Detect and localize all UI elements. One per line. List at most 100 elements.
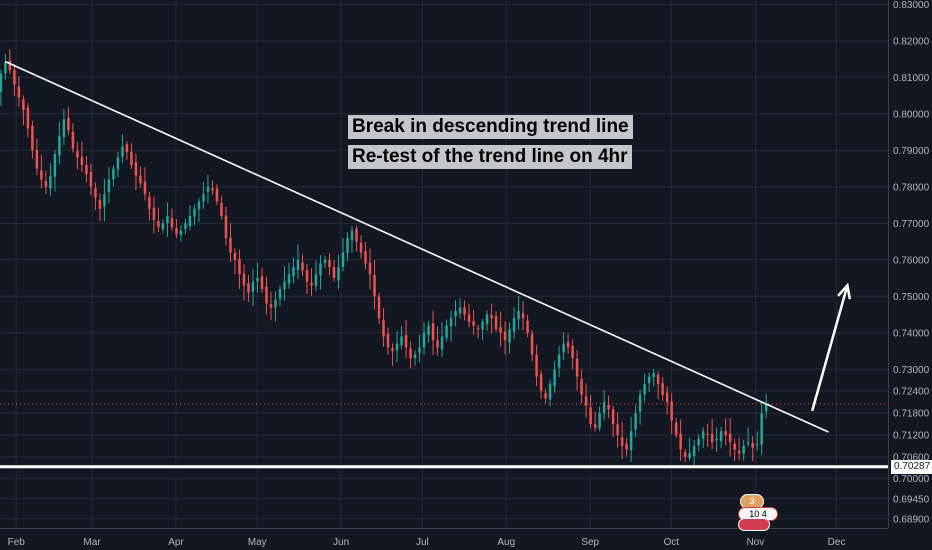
candle-body (139, 175, 142, 184)
candle-body (197, 201, 201, 210)
candle-body (589, 407, 592, 425)
candle-body (670, 401, 673, 421)
candle-body (242, 273, 246, 286)
candle-body (224, 215, 228, 238)
candle-body (620, 437, 624, 446)
candle-body (94, 188, 97, 198)
candle-body (98, 199, 102, 209)
candle-body (724, 431, 727, 435)
candle-body (215, 188, 219, 202)
candle-body (733, 443, 736, 450)
candle-body (85, 165, 88, 175)
candle-body (287, 274, 291, 284)
x-tick-label: Nov (746, 537, 764, 548)
candle-body (742, 445, 745, 454)
candle-body (611, 409, 615, 425)
candle-body (13, 70, 16, 85)
candle-body (625, 443, 628, 450)
candle-body (512, 318, 516, 332)
candle-body (323, 259, 327, 264)
y-tick-label: 0.70000 (893, 474, 930, 485)
candle-body (332, 267, 336, 279)
candle-body (359, 242, 363, 253)
candle-body (490, 314, 493, 319)
x-tick-label: Oct (664, 537, 680, 548)
candle-body (728, 433, 732, 443)
candle-body (220, 203, 223, 217)
candle-body (377, 296, 381, 319)
candle-body (134, 162, 138, 176)
y-tick-label: 0.79000 (893, 146, 930, 157)
candle-body (427, 325, 430, 336)
projection-arrow-head (837, 282, 852, 300)
candle-body (751, 443, 754, 448)
y-tick-label: 0.74000 (893, 328, 930, 339)
candle-body (746, 442, 750, 444)
event-badge-3[interactable] (738, 518, 770, 531)
candle-body (265, 286, 268, 304)
candle-body (305, 269, 309, 282)
candle-body (31, 125, 34, 151)
descending-trend-line[interactable] (5, 60, 829, 433)
candle-body (616, 424, 619, 435)
candle-body (53, 153, 57, 177)
candle-body (472, 321, 475, 326)
candle-body (521, 312, 525, 319)
candle-body (116, 157, 120, 170)
candle-body (530, 333, 534, 355)
y-tick-label: 0.81000 (893, 73, 930, 84)
candle-body (0, 73, 3, 92)
candle-body (161, 223, 165, 230)
candle-body (697, 438, 700, 446)
candle-body (188, 216, 192, 227)
candle-body (328, 259, 331, 268)
candle-body (296, 259, 300, 270)
candle-body (67, 117, 70, 131)
x-tick-label: Jul (416, 537, 429, 548)
x-tick-label: Dec (828, 537, 846, 548)
candle-body (355, 228, 358, 242)
candle-body (449, 318, 453, 327)
candle-body (755, 444, 759, 446)
candle-body (413, 354, 417, 358)
x-tick-label: Apr (168, 537, 184, 548)
candle-body (229, 237, 232, 253)
candle-body (422, 332, 426, 348)
candle-body (17, 86, 21, 98)
economic-events[interactable]: 3 10 4 (738, 494, 784, 531)
y-tick-label: 0.75000 (893, 292, 930, 303)
candle-body (701, 431, 705, 439)
candle-body (409, 348, 412, 359)
candle-body (310, 282, 313, 286)
candle-body (314, 274, 318, 286)
candle-body (710, 433, 714, 443)
candle-body (44, 180, 48, 187)
candle-body (760, 413, 763, 445)
x-tick-label: Feb (8, 537, 26, 548)
candle-body (436, 340, 439, 348)
candle-body (170, 217, 174, 227)
y-tick-label: 0.76000 (893, 255, 930, 266)
x-axis-ticks: Feb Mar Apr May Jun Jul Aug Sep Oct Nov Dec (8, 537, 846, 548)
candle-body (184, 223, 187, 230)
candle-body (62, 119, 66, 138)
candle-body (4, 62, 7, 74)
y-tick-label: 0.82000 (893, 36, 930, 47)
candle-body (125, 144, 129, 153)
candle-body (692, 445, 696, 456)
x-tick-label: Mar (83, 537, 101, 548)
candle-body (656, 374, 660, 384)
candle-body (49, 175, 52, 189)
candle-body (76, 150, 79, 158)
candle-body (634, 413, 637, 430)
candle-body (368, 262, 372, 275)
y-tick-label: 0.71200 (893, 430, 930, 441)
candle-body (418, 347, 421, 353)
projection-arrow-shaft[interactable] (810, 285, 849, 412)
candle-body (22, 99, 25, 111)
candle-body (494, 316, 498, 330)
candle-body (499, 327, 502, 333)
candle-body (598, 413, 601, 429)
candle-body (593, 424, 597, 428)
